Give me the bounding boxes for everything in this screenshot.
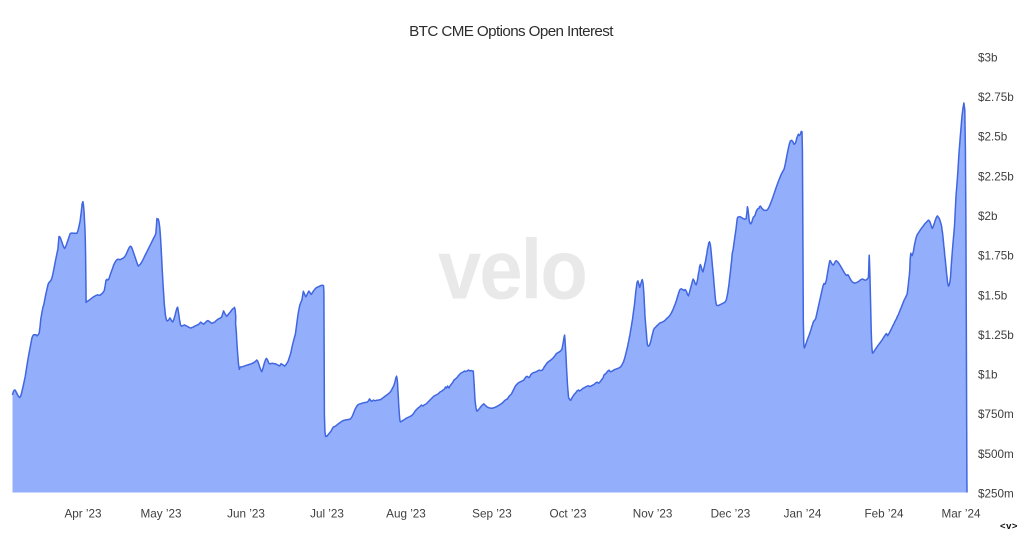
svg-text:Mar ’24: Mar ’24 <box>942 507 981 520</box>
svg-text:$2.25b: $2.25b <box>978 170 1014 183</box>
svg-text:Jun ’23: Jun ’23 <box>227 507 265 520</box>
svg-text:Dec ’23: Dec ’23 <box>711 507 751 520</box>
svg-text:$1b: $1b <box>978 369 998 382</box>
svg-text:$2.5b: $2.5b <box>978 131 1008 144</box>
svg-text:Jan ’24: Jan ’24 <box>784 507 822 520</box>
svg-text:$2b: $2b <box>978 210 998 223</box>
svg-text:$1.75b: $1.75b <box>978 250 1014 263</box>
svg-text:Aug ’23: Aug ’23 <box>386 507 426 520</box>
svg-text:Oct ’23: Oct ’23 <box>549 507 586 520</box>
svg-text:$500m: $500m <box>978 448 1014 461</box>
svg-text:Jul ’23: Jul ’23 <box>310 507 344 520</box>
svg-text:$2.75b: $2.75b <box>978 91 1014 104</box>
svg-text:$1.25b: $1.25b <box>978 329 1014 342</box>
svg-text:<v>: <v> <box>1000 521 1018 532</box>
svg-text:$1.5b: $1.5b <box>978 289 1008 302</box>
svg-text:Feb ’24: Feb ’24 <box>865 507 904 520</box>
svg-text:Nov ’23: Nov ’23 <box>633 507 673 520</box>
svg-text:Sep ’23: Sep ’23 <box>472 507 512 520</box>
svg-text:velo: velo <box>438 224 586 317</box>
svg-text:$3b: $3b <box>978 51 998 64</box>
svg-text:$750m: $750m <box>978 408 1014 421</box>
svg-text:May ’23: May ’23 <box>141 507 182 520</box>
svg-text:$250m: $250m <box>978 488 1014 501</box>
svg-text:BTC CME Options Open Interest: BTC CME Options Open Interest <box>409 23 614 40</box>
svg-text:Apr ’23: Apr ’23 <box>64 507 101 520</box>
